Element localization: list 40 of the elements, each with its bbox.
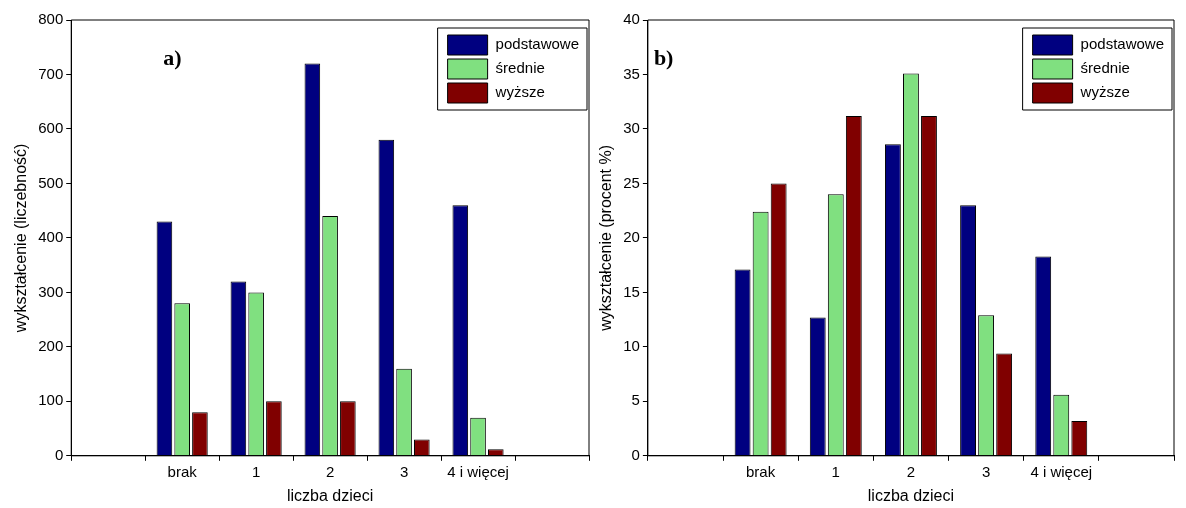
y-tick-label: 0	[54, 445, 64, 463]
annotation: a)	[163, 44, 182, 70]
y-tick-label: 800	[38, 10, 64, 28]
x-tick-label: 4 i więcej	[447, 462, 509, 480]
annotation: b)	[653, 44, 674, 70]
legend-label: wyższe	[1079, 83, 1130, 101]
x-axis-title: liczba dzieci	[867, 486, 955, 504]
y-tick-label: 35	[623, 64, 640, 82]
y-tick-label: 25	[623, 173, 640, 191]
x-tick-label: 2	[906, 462, 916, 480]
x-tick-label: 2	[325, 462, 335, 480]
y-tick-label: 700	[38, 64, 64, 82]
legend-label: podstawowe	[495, 35, 579, 53]
x-tick-label: 4 i więcej	[1030, 462, 1093, 480]
y-tick-label: 10	[623, 336, 640, 354]
y-tick-label: 40	[623, 10, 640, 28]
y-tick-label: 30	[623, 119, 640, 137]
y-tick-label: 0	[631, 445, 640, 463]
y-axis-title: wykształcenie (liczebność)	[12, 143, 30, 334]
y-tick-label: 15	[623, 282, 640, 300]
legend-label: podstawowe	[1080, 35, 1164, 53]
x-axis-title: liczba dzieci	[286, 486, 374, 504]
x-tick-label: 3	[981, 462, 991, 480]
legend-label: średnie	[495, 59, 545, 77]
y-tick-label: 5	[631, 391, 640, 409]
legend-label: wyższe	[494, 83, 545, 101]
y-tick-label: 500	[38, 173, 64, 191]
y-tick-label: 600	[38, 119, 64, 137]
x-tick-label: 3	[399, 462, 409, 480]
x-tick-label: brak	[167, 462, 198, 480]
y-tick-label: 20	[623, 228, 640, 246]
x-tick-label: brak	[746, 462, 776, 480]
y-tick-label: 100	[38, 391, 64, 409]
y-tick-label: 200	[38, 336, 64, 354]
y-axis-title: wykształcenie (procent %)	[597, 144, 615, 332]
x-tick-label: 1	[251, 462, 261, 480]
x-tick-label: 1	[831, 462, 840, 480]
y-tick-label: 400	[38, 228, 64, 246]
legend-label: średnie	[1080, 59, 1130, 77]
y-tick-label: 300	[38, 282, 64, 300]
